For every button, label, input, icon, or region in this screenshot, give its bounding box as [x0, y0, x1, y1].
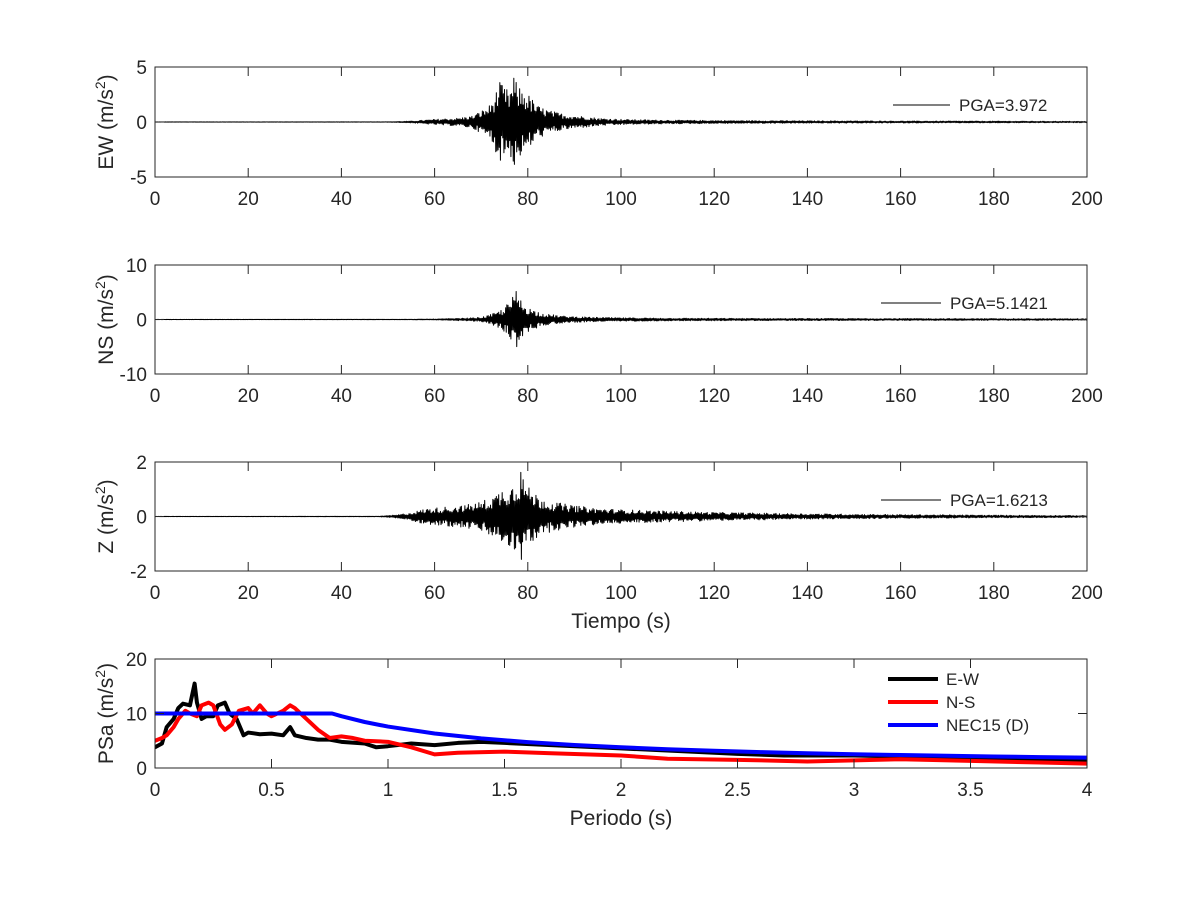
- plot-area-z: [155, 471, 1087, 560]
- x-tick-label: 160: [885, 386, 917, 407]
- x-tick-label: 100: [605, 189, 637, 210]
- x-tick-label: 40: [331, 583, 352, 604]
- x-tick-label: 80: [517, 386, 538, 407]
- x-tick-label: 40: [331, 386, 352, 407]
- y-tick-label: 20: [126, 650, 147, 671]
- x-tick-label: 160: [885, 583, 917, 604]
- x-tick-label: 20: [238, 189, 259, 210]
- plot-area-ns: [155, 290, 1087, 348]
- plot-area-psa: [155, 681, 1087, 766]
- x-tick-label: 20: [238, 583, 259, 604]
- x-tick-label: 100: [605, 583, 637, 604]
- y-tick-label: -10: [120, 365, 147, 386]
- y-tick-label: 5: [136, 58, 147, 79]
- x-tick-label: 1: [383, 780, 394, 801]
- x-axis-label-psa: Periodo (s): [570, 807, 673, 830]
- x-tick-label: 0.5: [258, 780, 284, 801]
- series-line-ew: [155, 77, 1087, 165]
- x-axis-label-z: Tiempo (s): [571, 610, 671, 633]
- x-tick-label: 2: [616, 780, 627, 801]
- legend-label: PGA=1.6213: [950, 491, 1048, 510]
- x-tick-label: 0: [150, 780, 161, 801]
- x-tick-label: 200: [1071, 386, 1103, 407]
- series-line-ns: [155, 290, 1087, 348]
- y-axis-label-ns: NS (m/s2): [92, 274, 118, 365]
- x-tick-label: 4: [1082, 780, 1093, 801]
- legend-label: PGA=3.972: [959, 96, 1047, 115]
- y-tick-label: -5: [130, 168, 147, 189]
- x-tick-label: 120: [698, 386, 730, 407]
- y-axis-label-psa: PSa (m/s2): [92, 663, 118, 764]
- y-tick-label: 10: [126, 705, 147, 726]
- x-tick-label: 180: [978, 583, 1010, 604]
- x-tick-label: 1.5: [491, 780, 517, 801]
- legend-label: N-S: [946, 693, 975, 712]
- x-tick-label: 60: [424, 583, 445, 604]
- x-tick-label: 3: [849, 780, 860, 801]
- x-tick-label: 160: [885, 189, 917, 210]
- x-tick-label: 3.5: [957, 780, 983, 801]
- legend-label: E-W: [946, 670, 979, 689]
- x-tick-label: 180: [978, 189, 1010, 210]
- legend-label: PGA=5.1421: [950, 294, 1048, 313]
- x-tick-label: 200: [1071, 189, 1103, 210]
- y-tick-label: 0: [136, 113, 147, 134]
- x-tick-label: 0: [150, 583, 161, 604]
- x-tick-label: 140: [792, 189, 824, 210]
- x-tick-label: 0: [150, 386, 161, 407]
- x-tick-label: 180: [978, 386, 1010, 407]
- x-tick-label: 140: [792, 583, 824, 604]
- legend-label: NEC15 (D): [946, 716, 1029, 735]
- x-tick-label: 20: [238, 386, 259, 407]
- x-tick-label: 0: [150, 189, 161, 210]
- x-tick-label: 100: [605, 386, 637, 407]
- y-tick-label: 0: [136, 508, 147, 529]
- y-tick-label: 0: [136, 311, 147, 332]
- x-tick-label: 60: [424, 189, 445, 210]
- x-tick-label: 140: [792, 386, 824, 407]
- x-tick-label: 60: [424, 386, 445, 407]
- x-tick-label: 120: [698, 189, 730, 210]
- x-tick-label: 120: [698, 583, 730, 604]
- x-tick-label: 200: [1071, 583, 1103, 604]
- series-line-z: [155, 471, 1087, 560]
- x-tick-label: 80: [517, 583, 538, 604]
- x-tick-label: 2.5: [724, 780, 750, 801]
- x-tick-label: 40: [331, 189, 352, 210]
- series-line-nec15-d-: [155, 711, 1087, 760]
- y-axis-label-ew: EW (m/s2): [92, 74, 118, 169]
- plot-area-ew: [155, 77, 1087, 165]
- y-axis-label-z: Z (m/s2): [92, 479, 118, 553]
- y-tick-label: -2: [130, 562, 147, 583]
- y-tick-label: 2: [136, 453, 147, 474]
- y-tick-label: 0: [136, 759, 147, 780]
- y-tick-label: 10: [126, 256, 147, 277]
- x-tick-label: 80: [517, 189, 538, 210]
- panel-psa: 0 0.5 1 1.5 2 2.5 3 3.5 4 0 10 20 PSa (m/s2) Periodo …: [92, 650, 1093, 830]
